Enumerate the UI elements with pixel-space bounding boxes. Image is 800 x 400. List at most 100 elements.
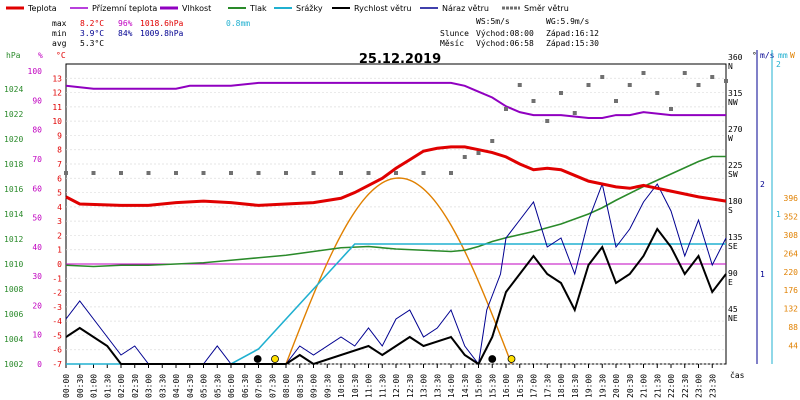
x-tick-label: 03:30 <box>158 374 167 398</box>
wind-direction-point <box>559 91 563 95</box>
temperature-tick-label: 2 <box>57 231 62 240</box>
wind-direction-point <box>311 171 316 175</box>
humidity-tick-label: 20 <box>32 301 42 310</box>
legend-item-rychlost-vetru: Rychlost větru <box>332 4 411 13</box>
x-tick-label: 06:30 <box>241 374 250 398</box>
x-tick-label: 19:00 <box>585 374 594 398</box>
moon-marker <box>488 355 497 363</box>
temperature-tick-label: -5 <box>52 331 62 340</box>
wind-direction-point <box>366 171 371 175</box>
humidity-tick-label: 100 <box>28 67 43 76</box>
x-tick-label: 14:00 <box>447 374 456 398</box>
pressure-tick-label: 1004 <box>4 335 23 344</box>
stat-max-rain: 0.8mm <box>226 19 250 28</box>
x-tick-label: 00:00 <box>62 374 71 398</box>
direction-name-label: N <box>728 62 733 71</box>
direction-name-label: S <box>728 206 733 215</box>
x-tick-label: 15:00 <box>475 374 484 398</box>
wind-direction-point <box>91 171 96 175</box>
direction-name-label: SE <box>728 242 738 251</box>
x-tick-label: 17:00 <box>530 374 539 398</box>
humidity-tick-label: 80 <box>32 126 42 135</box>
direction-tick-label: 90 <box>728 269 738 278</box>
x-tick-label: 17:30 <box>543 374 552 398</box>
humidity-tick-label: 60 <box>32 184 42 193</box>
solar-tick-label: 176 <box>784 286 799 295</box>
legend-item-vlhkost: Vlhkost <box>160 4 211 13</box>
legend-item-prizemni-teplota: Přízemní teplota <box>70 4 157 13</box>
solar-curve <box>285 177 513 365</box>
wind-direction-point <box>614 99 618 103</box>
x-tick-label: 04:00 <box>172 374 181 398</box>
wind-direction-point <box>146 171 151 175</box>
legend-item-tlak: Tlak <box>228 4 267 13</box>
temperature-tick-label: 1 <box>57 246 62 255</box>
stat-min-label: min <box>52 29 67 38</box>
wind-direction-point <box>655 91 660 95</box>
temperature-tick-label: -4 <box>52 317 62 326</box>
wind-direction-point <box>517 83 522 87</box>
direction-name-label: W <box>728 134 733 143</box>
x-tick-label: 13:30 <box>433 374 442 398</box>
solar-tick-label: 352 <box>784 212 799 221</box>
stat-wg: WG:5.9m/s <box>546 17 590 26</box>
x-tick-label: 15:30 <box>488 374 497 398</box>
temperature-tick-label: -6 <box>52 346 62 355</box>
temperature-tick-label: 6 <box>57 174 62 183</box>
series-tlak <box>65 155 726 268</box>
x-tick-label: 03:00 <box>145 374 154 398</box>
series-srazky <box>66 243 726 365</box>
humidity-tick-label: 50 <box>32 214 42 223</box>
wind-direction-point <box>394 171 398 175</box>
legend-item-smer-vetru: Směr větru <box>502 4 569 13</box>
temperature-tick-label: 11 <box>52 103 62 112</box>
solar-tick-label: 132 <box>784 305 799 314</box>
x-tick-label: 00:30 <box>76 374 85 398</box>
stats-block: max 8.2°C 96% 1018.6hPa 0.8mm min 3.9°C … <box>52 17 599 48</box>
legend-item-naraz-vetru: Náraz větru <box>420 4 489 13</box>
stat-ws: WS:5m/s <box>476 17 510 26</box>
pressure-tick-label: 1012 <box>4 235 23 244</box>
legend-label: Tlak <box>249 4 267 13</box>
wind-tick-label: 2 <box>760 180 765 189</box>
temperature-tick-label: 13 <box>52 74 62 83</box>
stat-max-temp: 8.2°C <box>80 19 104 28</box>
legend-label: Přízemní teplota <box>92 4 157 13</box>
temperature-tick-label: 8 <box>57 146 62 155</box>
x-tick-label: 01:00 <box>90 374 99 398</box>
stat-min-temp: 3.9°C <box>80 29 104 38</box>
wind-direction-point <box>627 83 632 87</box>
stat-min-press: 1009.8hPa <box>140 29 184 38</box>
temperature-tick-label: 9 <box>57 131 62 140</box>
stat-moon-label: Měsíc <box>440 39 464 48</box>
wind-direction-point <box>545 119 550 123</box>
x-tick-label: 11:00 <box>365 374 374 398</box>
wind-direction-point <box>724 79 728 83</box>
direction-tick-label: 225 <box>728 161 743 170</box>
pressure-tick-label: 1018 <box>4 160 23 169</box>
direction-name-label: NE <box>728 314 738 323</box>
solar-tick-label: 264 <box>784 249 799 258</box>
plot-area <box>64 71 728 366</box>
wind-unit: m/s <box>760 51 775 60</box>
x-tick-label: 20:00 <box>612 374 621 398</box>
x-tick-label: 01:30 <box>103 374 112 398</box>
x-tick-label: 12:30 <box>406 374 415 398</box>
x-tick-label: 23:30 <box>708 374 717 398</box>
x-tick-label: 16:00 <box>502 374 511 398</box>
x-tick-label: 23:00 <box>695 374 704 398</box>
x-tick-label: 05:00 <box>200 374 209 398</box>
wind-direction-point <box>201 171 206 175</box>
series-naraz-vetru <box>65 182 727 366</box>
x-axis: 00:00 00:30 01:00 01:30 02:00 02:30 03:00 03:30… <box>62 364 717 398</box>
wind-direction-point <box>119 171 123 175</box>
legend-label: Směr větru <box>524 4 569 13</box>
wind-direction-point <box>531 99 536 103</box>
direction-tick-label: 45 <box>728 305 738 314</box>
humidity-unit: % <box>38 51 43 60</box>
pressure-tick-label: 1022 <box>4 110 23 119</box>
pressure-tick-label: 1008 <box>4 285 23 294</box>
humidity-tick-label: 40 <box>32 243 42 252</box>
pressure-tick-label: 1014 <box>4 210 23 219</box>
